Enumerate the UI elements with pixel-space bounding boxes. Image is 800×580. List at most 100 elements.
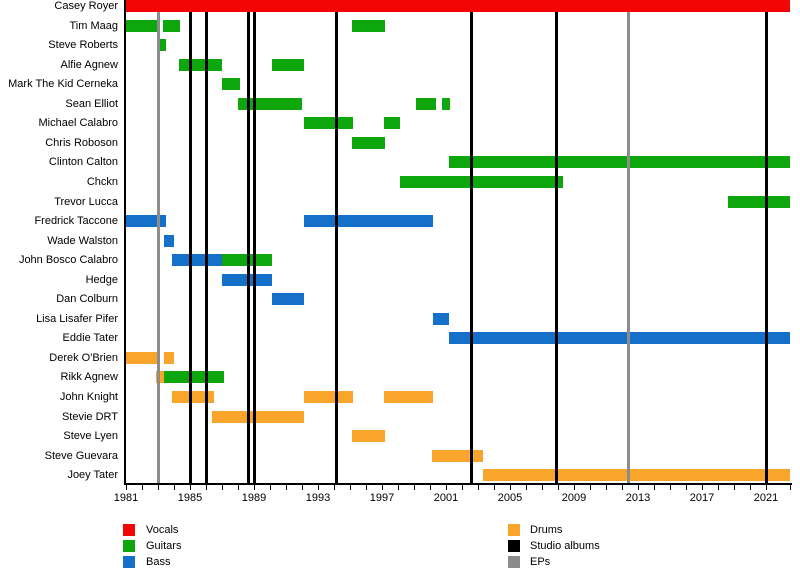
axis-tick	[174, 485, 175, 490]
axis-tick	[478, 485, 479, 490]
axis-tick	[734, 485, 735, 490]
axis-tick	[750, 485, 751, 490]
member-label: Casey Royer	[54, 0, 118, 12]
axis-tick	[510, 485, 511, 490]
axis-tick-label: 1997	[369, 492, 395, 504]
axis-tick	[398, 485, 399, 490]
timeline-bar-bass	[433, 313, 449, 325]
timeline-bar-drums	[384, 391, 433, 403]
studio-album-line	[205, 12, 208, 483]
axis-tick	[142, 485, 143, 490]
axis-tick-label: 2013	[625, 492, 651, 504]
member-label: Rikk Agnew	[60, 371, 118, 383]
member-label: Stevie DRT	[61, 411, 118, 423]
axis-tick-label: 1985	[177, 492, 203, 504]
axis-tick	[622, 485, 623, 490]
axis-tick	[158, 485, 159, 490]
member-label: Trevor Lucca	[54, 196, 118, 208]
timeline-bar-guitars	[416, 98, 436, 110]
timeline-bar-drums	[432, 450, 483, 462]
axis-tick	[638, 485, 639, 490]
studio-album-line	[555, 12, 558, 483]
axis-tick	[382, 485, 383, 490]
timeline-bar-bass	[126, 215, 166, 227]
axis-tick-label: 1981	[113, 492, 139, 504]
timeline-bar-guitars	[352, 137, 385, 149]
member-label: Chckn	[86, 176, 118, 188]
axis-tick-label: 1989	[241, 492, 267, 504]
axis-tick	[574, 485, 575, 490]
legend-swatch-drums	[508, 524, 520, 536]
member-label: Eddie Tater	[62, 332, 118, 344]
timeline-bar-bass	[172, 254, 222, 266]
axis-tick	[254, 485, 255, 490]
studio-album-line	[765, 12, 768, 483]
axis-tick	[654, 485, 655, 490]
legend-label-vocals: Vocals	[146, 524, 179, 536]
timeline-bar-guitars	[179, 59, 222, 71]
member-label: Dan Colburn	[56, 293, 118, 305]
axis-tick	[494, 485, 495, 490]
timeline-bar-guitars	[384, 117, 400, 129]
timeline-bar-guitars	[163, 20, 180, 32]
timeline-bar-bass	[449, 332, 790, 344]
member-label: Hedge	[85, 274, 118, 286]
member-label: Steve Roberts	[48, 39, 118, 51]
legend-label-studio_albums: Studio albums	[530, 540, 600, 552]
axis-tick	[270, 485, 271, 490]
timeline-bar-bass	[272, 293, 304, 305]
member-label: Wade Walston	[47, 235, 118, 247]
axis-tick	[542, 485, 543, 490]
axis-tick	[190, 485, 191, 490]
axis-tick-label: 1993	[305, 492, 331, 504]
axis-tick-label: 2005	[497, 492, 523, 504]
member-label: Mark The Kid Cerneka	[8, 78, 118, 90]
axis-end-tick	[790, 485, 791, 490]
member-label: Derek O'Brien	[49, 352, 118, 364]
member-label: John Knight	[59, 391, 118, 403]
axis-tick	[702, 485, 703, 490]
axis-tick	[350, 485, 351, 490]
axis-tick	[318, 485, 319, 490]
timeline-bar-guitars	[164, 371, 224, 383]
timeline-bar-guitars	[449, 156, 790, 168]
axis-tick	[718, 485, 719, 490]
axis-tick-label: 2021	[753, 492, 779, 504]
timeline-bar-bass	[164, 235, 174, 247]
timeline-bar-drums	[304, 391, 353, 403]
x-axis-line	[124, 483, 792, 485]
timeline-bar-guitars	[222, 78, 240, 90]
studio-album-line	[470, 12, 473, 483]
timeline-bar-guitars	[442, 98, 450, 110]
axis-tick	[430, 485, 431, 490]
axis-tick	[686, 485, 687, 490]
axis-tick	[286, 485, 287, 490]
member-label: Fredrick Taccone	[34, 215, 118, 227]
timeline-bar-drums	[164, 352, 174, 364]
legend-label-guitars: Guitars	[146, 540, 182, 552]
timeline-bar-drums	[212, 411, 304, 423]
legend-swatch-guitars	[123, 540, 135, 552]
member-label: John Bosco Calabro	[18, 254, 118, 266]
member-label: Michael Calabro	[38, 117, 118, 129]
axis-tick	[766, 485, 767, 490]
studio-album-line	[253, 12, 256, 483]
axis-tick	[238, 485, 239, 490]
axis-tick	[334, 485, 335, 490]
axis-tick	[558, 485, 559, 490]
axis-tick	[366, 485, 367, 490]
timeline-bar-drums	[483, 469, 790, 481]
axis-tick	[526, 485, 527, 490]
timeline-bar-guitars	[272, 59, 304, 71]
legend-label-eps: EPs	[530, 556, 551, 568]
timeline-bar-guitars	[158, 39, 166, 51]
studio-album-line	[189, 12, 192, 483]
studio-album-line	[247, 12, 250, 483]
studio-album-line	[335, 12, 338, 483]
member-label: Steve Lyen	[63, 430, 118, 442]
member-label: Lisa Lisafer Pifer	[36, 313, 118, 325]
timeline-bar-drums	[172, 391, 214, 403]
member-label: Chris Roboson	[45, 137, 118, 149]
plot-left-border	[124, 0, 126, 483]
